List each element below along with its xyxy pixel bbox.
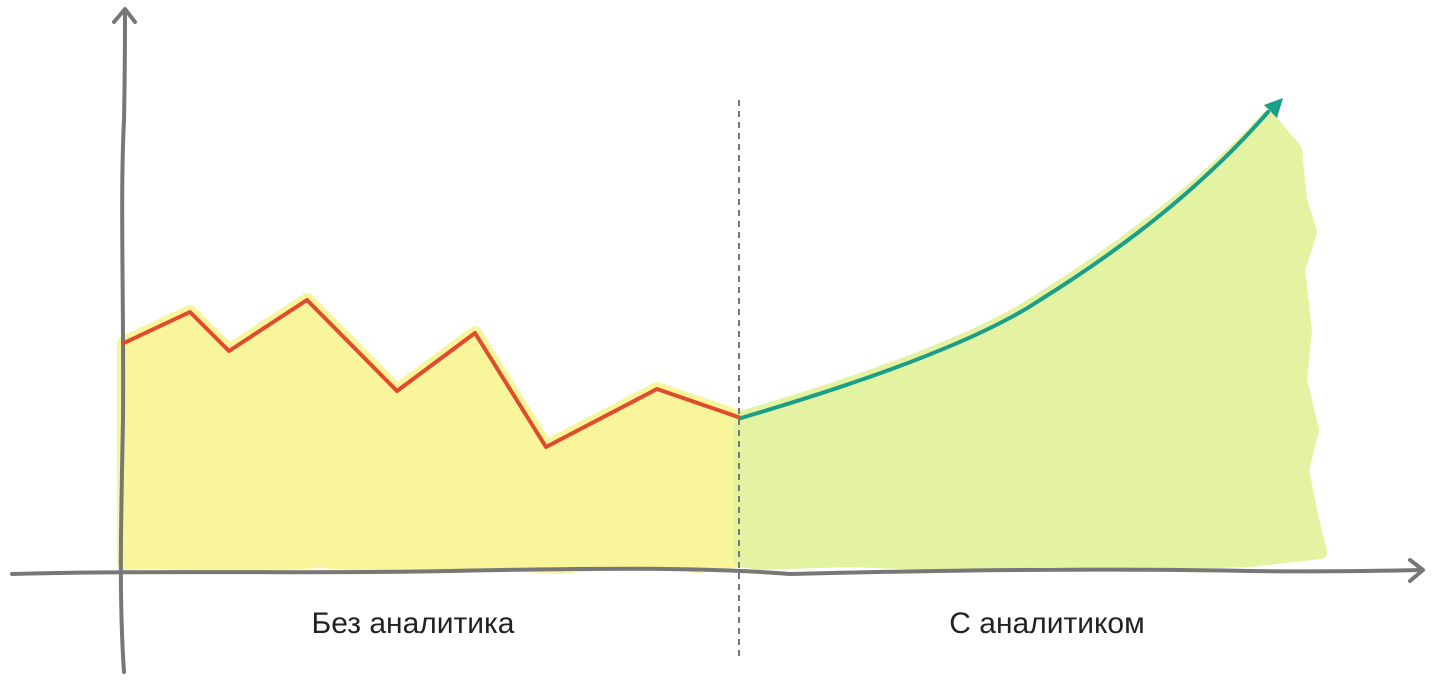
left-trend-line (122, 298, 743, 449)
arrow-right-icon (1408, 558, 1425, 583)
right-area-fill (734, 111, 1327, 571)
label-without-analyst: Без аналитика (311, 607, 515, 640)
arrow-head-icon (1264, 98, 1283, 118)
right-trend-curve (739, 110, 1270, 420)
label-with-analyst: С аналитиком (949, 607, 1145, 640)
arrow-up-icon (112, 7, 137, 24)
y-axis (118, 10, 127, 674)
x-axis (10, 566, 1423, 577)
